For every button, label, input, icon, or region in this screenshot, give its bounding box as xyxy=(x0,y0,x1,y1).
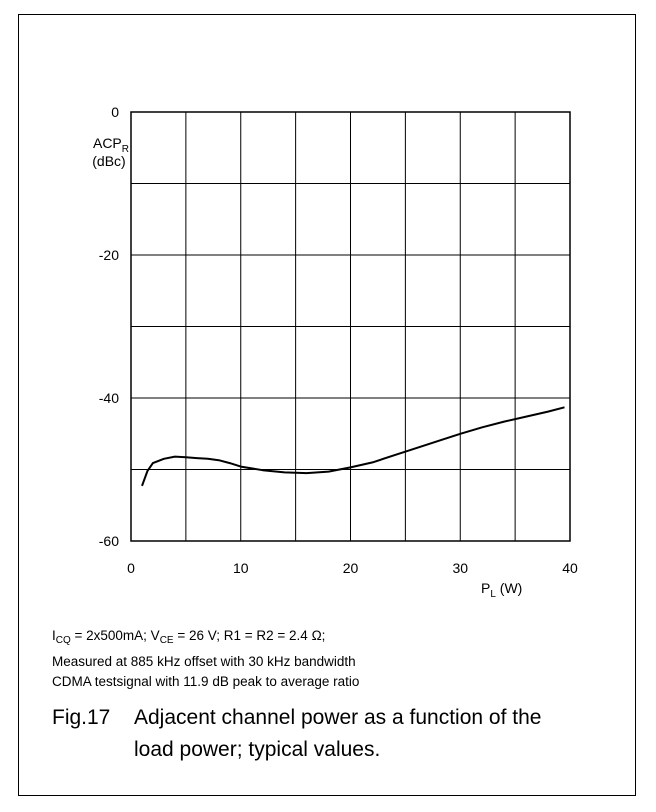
x-tick-label: 0 xyxy=(127,560,135,576)
y-tick-label: -40 xyxy=(99,390,119,406)
figure-label: Fig.17 xyxy=(52,706,111,729)
y-tick-label: 0 xyxy=(111,104,119,120)
x-axis-label-unit: (W) xyxy=(496,580,522,596)
x-axis-label-sub: L xyxy=(490,589,496,600)
plot-border xyxy=(130,111,571,542)
x-tick-label: 20 xyxy=(343,560,359,576)
caption-line-2: load power; typical values. xyxy=(134,738,381,761)
x-axis-label: PL (W) xyxy=(481,580,522,600)
tick-labels: 0 10 20 30 40 0 -20 -40 -60 xyxy=(99,104,578,576)
y-axis-label-main: ACP xyxy=(93,135,122,151)
y-tick-label: -60 xyxy=(99,533,119,549)
x-tick-label: 10 xyxy=(233,560,249,576)
y-tick-label: -20 xyxy=(99,247,119,263)
caption-line-1: Adjacent channel power as a function of … xyxy=(134,706,542,729)
y-axis-label: ACPR xyxy=(93,135,129,155)
y-axis-label-sub: R xyxy=(122,144,129,155)
series-line xyxy=(141,406,565,487)
chart-grid xyxy=(131,112,570,541)
x-tick-label: 30 xyxy=(452,560,468,576)
x-tick-label: 40 xyxy=(562,560,578,576)
x-axis-label-main: P xyxy=(481,580,490,596)
conditions-line-3: CDMA testsignal with 11.9 dB peak to ave… xyxy=(52,674,360,689)
chart-series xyxy=(141,406,565,487)
conditions-line-1: ICQ = 2x500mA; VCE = 26 V; R1 = R2 = 2.4… xyxy=(52,628,326,646)
conditions-line-2: Measured at 885 kHz offset with 30 kHz b… xyxy=(52,654,356,669)
y-axis-unit: (dBc) xyxy=(92,153,125,169)
figure-frame xyxy=(18,14,636,796)
